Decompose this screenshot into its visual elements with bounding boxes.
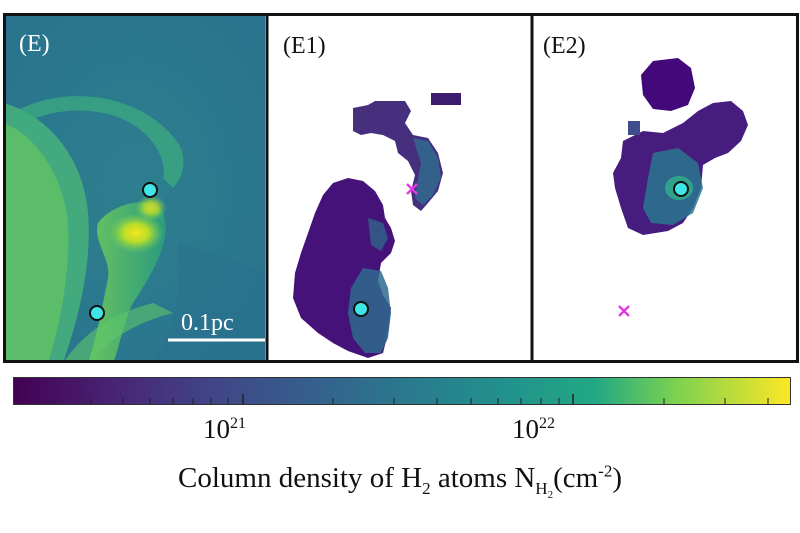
panel-e1-body-mid [348, 268, 391, 353]
panel-e-label: (E) [19, 31, 50, 57]
colorbar [13, 377, 791, 405]
figure-panels: 0.1pc (E) (E1) (E2) [3, 13, 799, 363]
outer-frame [3, 13, 799, 363]
panels-svg: 0.1pc (E) (E1) (E2) [3, 13, 799, 363]
scale-bar-label: 0.1pc [181, 310, 234, 336]
panel-e2: (E2) [533, 13, 799, 363]
colorbar-tick-1e21: 1021 [203, 414, 246, 444]
panel-e-left-band-inner [3, 123, 69, 363]
panel-e2-top-blob [641, 58, 695, 111]
colorbar-minor-ticks [52, 398, 769, 404]
panel-e1-fragment [431, 93, 461, 105]
core-marker-e2 [673, 181, 689, 197]
panel-e1-arc-mid [413, 138, 441, 205]
panel-e-peak-upper [135, 195, 167, 221]
colorbar-major-ticks [242, 394, 574, 404]
panel-e1-body-edge [368, 218, 388, 251]
panel-e2-fragment [628, 121, 640, 135]
panel-e-dark-region [153, 243, 265, 363]
panel-e1-label: (E1) [283, 33, 326, 59]
panel-e: 0.1pc (E) [3, 13, 266, 363]
panel-e2-label: (E2) [543, 33, 586, 59]
panel-e-peak [108, 213, 164, 253]
colorbar-tick-1e22: 1022 [512, 414, 555, 444]
core-marker-e-lower [89, 305, 105, 321]
colorbar-svg [13, 377, 791, 405]
colorbar-axis-title: Column density of H2 atoms NH2(cm-2) [177, 461, 623, 501]
panel-e-arc [13, 96, 184, 188]
core-marker-e-upper [142, 182, 158, 198]
core-marker-e1 [353, 301, 369, 317]
cross-marker-e2 [618, 305, 630, 317]
panel-e1: (E1) [268, 13, 530, 363]
cross-marker-e1 [406, 183, 418, 195]
colorbar-gradient [13, 377, 791, 405]
panel-e-lower-streak [63, 303, 173, 363]
